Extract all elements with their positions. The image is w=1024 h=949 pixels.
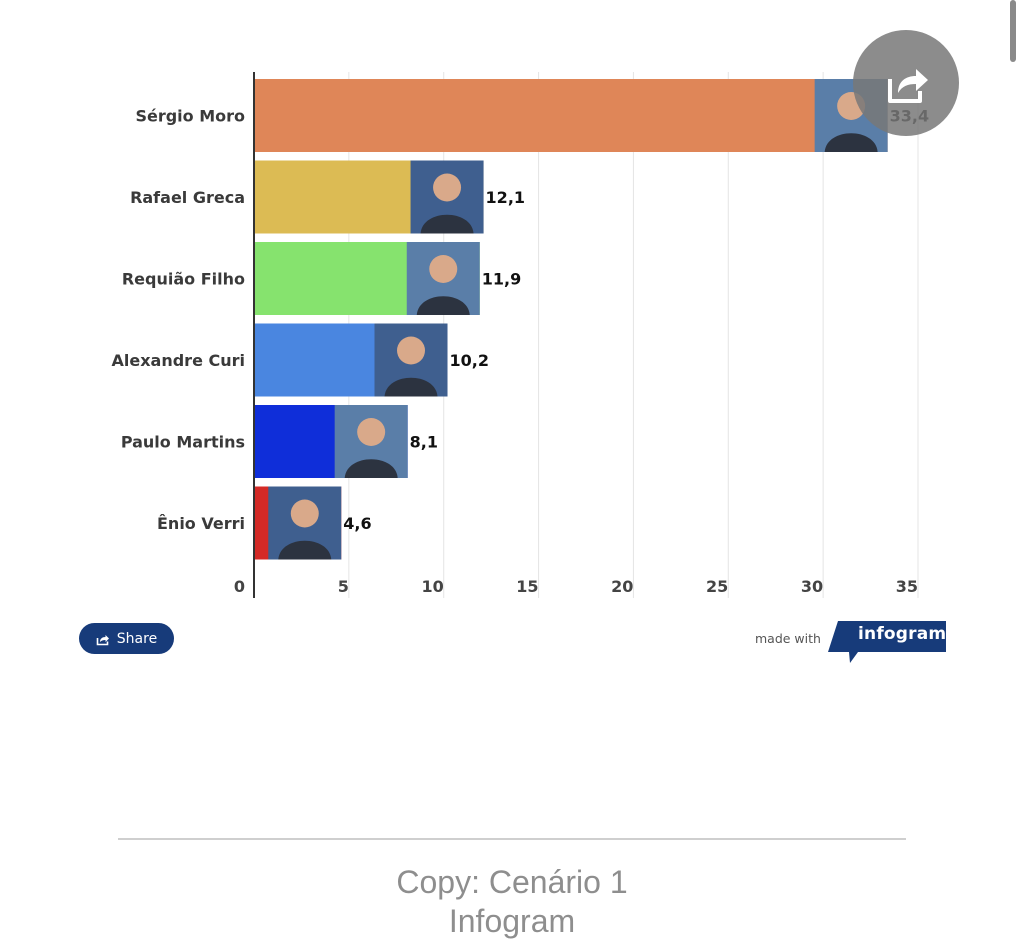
- x-tick-label: 0: [234, 577, 245, 596]
- caption-title: Copy: Cenário 1: [396, 864, 628, 900]
- infogram-logo-text: infogram: [858, 624, 947, 644]
- x-tick-label: 35: [896, 577, 918, 596]
- share-icon: [96, 634, 109, 645]
- scrollbar[interactable]: [1010, 0, 1016, 62]
- category-label: Paulo Martins: [121, 433, 245, 452]
- value-label: 4,6: [343, 514, 371, 533]
- x-tick-label: 10: [421, 577, 443, 596]
- category-label: Rafael Greca: [130, 188, 245, 207]
- category-label: Requião Filho: [122, 270, 245, 289]
- x-tick-label: 25: [706, 577, 728, 596]
- share-button-label: Share: [116, 630, 158, 647]
- candidate-photo: [410, 160, 484, 234]
- value-label: 12,1: [486, 188, 525, 207]
- candidate-photo: [406, 242, 480, 315]
- caption-source: Infogram: [448, 903, 576, 939]
- bar: [255, 79, 888, 152]
- x-tick-label: 5: [338, 577, 349, 596]
- candidate-photo: [374, 323, 448, 397]
- floating-share-button[interactable]: [853, 30, 959, 136]
- x-tick-label: 15: [516, 577, 538, 596]
- infogram-logo[interactable]: [828, 621, 948, 665]
- caption-divider: [118, 838, 906, 840]
- share-arrow-icon: [888, 69, 928, 103]
- made-with-text: made with: [755, 631, 821, 646]
- value-label: 11,9: [482, 270, 521, 289]
- share-button[interactable]: Share: [79, 623, 174, 654]
- x-tick-label: 30: [801, 577, 823, 596]
- value-label: 10,2: [450, 351, 489, 370]
- value-label: 8,1: [410, 433, 438, 452]
- category-label: Sérgio Moro: [135, 107, 245, 126]
- candidate-photo: [268, 486, 342, 560]
- x-tick-label: 20: [611, 577, 633, 596]
- candidate-photo: [334, 405, 408, 478]
- category-label: Ênio Verri: [157, 514, 245, 533]
- category-label: Alexandre Curi: [112, 351, 246, 370]
